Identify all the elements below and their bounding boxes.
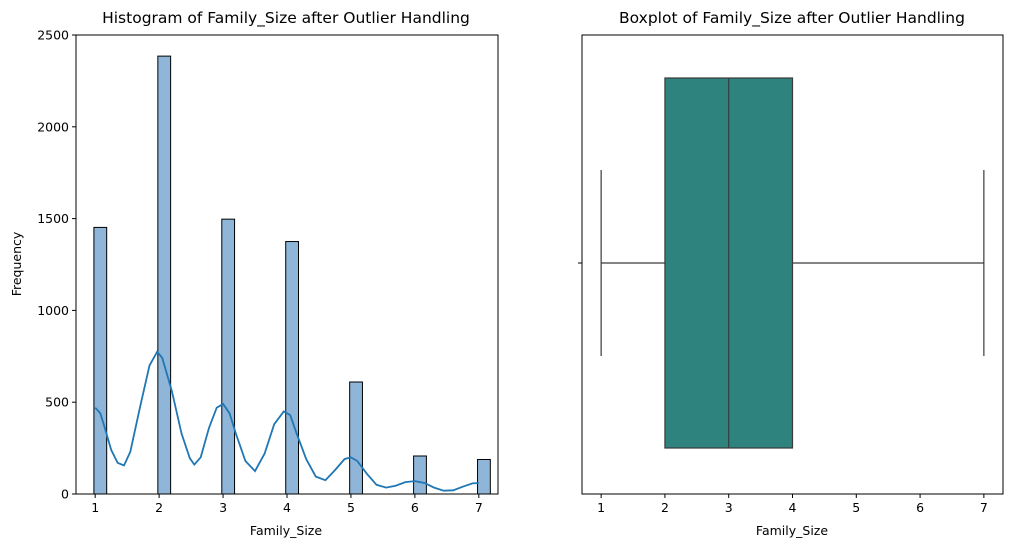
x-tick-label: 5 (852, 500, 860, 515)
boxplot-panel: Boxplot of Family_Size after Outlier Han… (578, 9, 1004, 538)
y-tick-label: 0 (61, 487, 69, 502)
boxplot-title: Boxplot of Family_Size after Outlier Han… (619, 9, 965, 28)
histogram-x-ticks: 1 2 3 4 5 6 7 (91, 494, 483, 515)
histogram-bar (413, 455, 427, 495)
histogram-y-ticks: 0 500 1000 1500 2000 2500 (37, 28, 76, 502)
histogram-bar (157, 55, 172, 495)
y-tick-label: 1500 (37, 211, 69, 226)
boxplot (600, 77, 985, 449)
y-tick-label: 2000 (37, 119, 69, 134)
x-tick-label: 2 (155, 500, 163, 515)
y-tick-label: 1000 (37, 303, 69, 318)
x-tick-label: 7 (980, 500, 988, 515)
histogram-y-label: Frequency (9, 231, 24, 296)
histogram-bar (349, 381, 363, 495)
x-tick-label: 1 (597, 500, 605, 515)
histogram-panel: Histogram of Family_Size after Outlier H… (9, 9, 499, 538)
kde-curve (94, 350, 479, 492)
histogram-bar (477, 458, 491, 495)
x-tick-label: 7 (475, 500, 483, 515)
x-tick-label: 6 (916, 500, 924, 515)
histogram-title: Histogram of Family_Size after Outlier H… (102, 9, 470, 28)
histogram-x-label: Family_Size (250, 523, 322, 538)
histogram-bar (285, 241, 300, 495)
y-tick-label: 2500 (37, 28, 69, 43)
x-tick-label: 4 (283, 500, 291, 515)
x-tick-label: 4 (789, 500, 797, 515)
x-tick-label: 3 (725, 500, 733, 515)
x-tick-label: 2 (661, 500, 669, 515)
x-tick-label: 6 (411, 500, 419, 515)
histogram-bar (93, 226, 108, 495)
x-tick-label: 1 (91, 500, 99, 515)
boxplot-x-label: Family_Size (756, 523, 828, 538)
histogram-bar (221, 218, 236, 495)
y-tick-label: 500 (45, 395, 69, 410)
boxplot-x-ticks: 1 2 3 4 5 6 7 (597, 494, 988, 515)
x-tick-label: 5 (347, 500, 355, 515)
x-tick-label: 3 (219, 500, 227, 515)
histogram-bars (93, 55, 491, 495)
